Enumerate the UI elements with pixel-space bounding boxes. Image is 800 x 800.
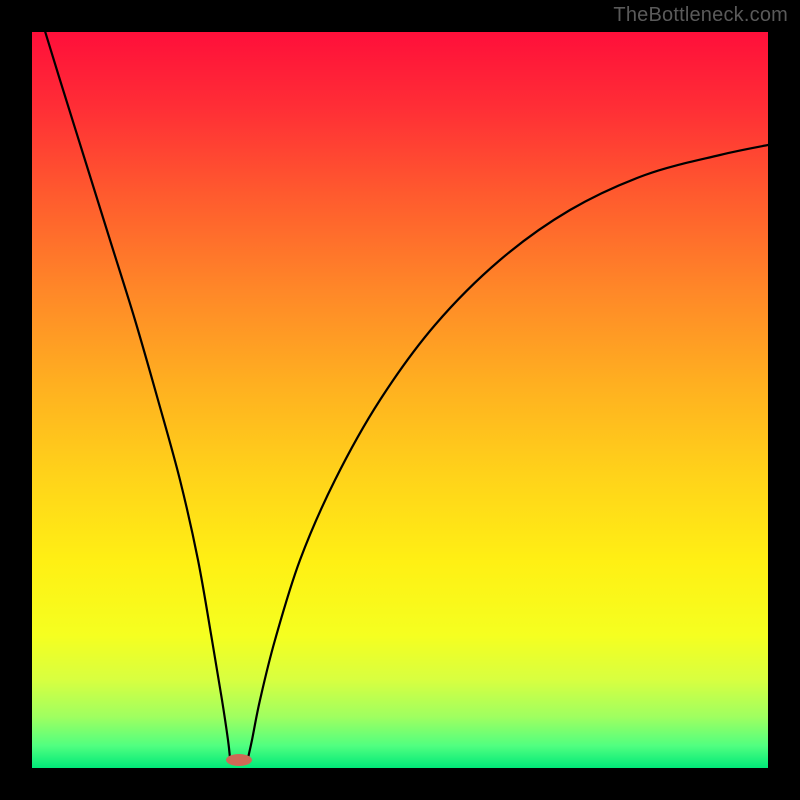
bottleneck-chart xyxy=(0,0,800,800)
plot-area xyxy=(32,32,768,768)
minimum-marker xyxy=(226,754,252,766)
chart-container: TheBottleneck.com xyxy=(0,0,800,800)
watermark-label: TheBottleneck.com xyxy=(613,4,788,27)
